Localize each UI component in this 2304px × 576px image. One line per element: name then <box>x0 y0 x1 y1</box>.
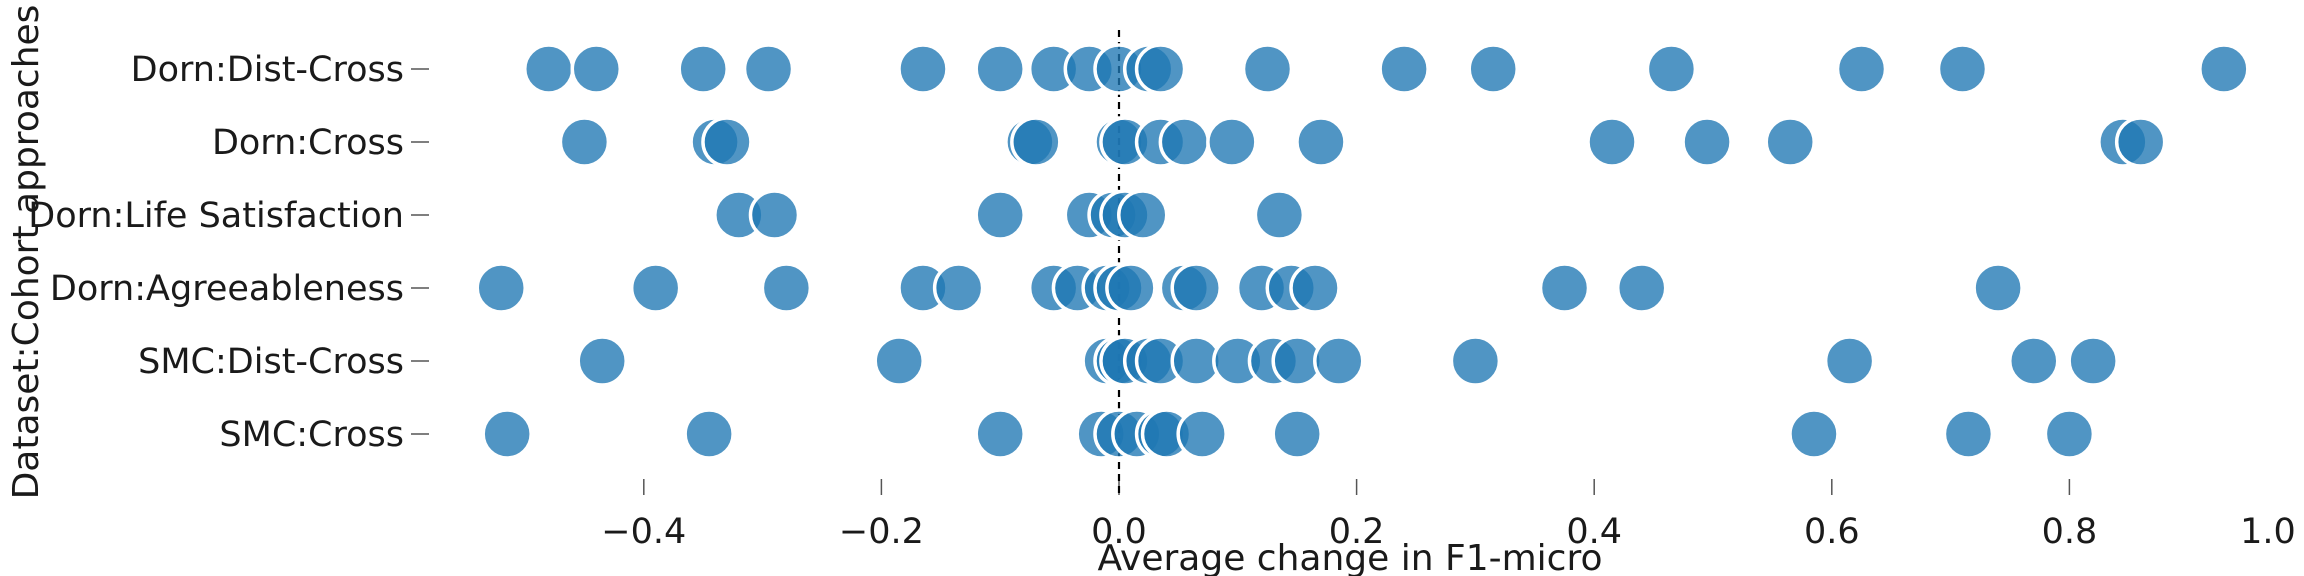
x-tick-label: −0.4 <box>601 512 686 552</box>
data-point <box>1823 335 1876 387</box>
x-tick-label: 0.0 <box>1091 512 1147 552</box>
data-point <box>1206 116 1258 168</box>
data-point <box>1764 116 1816 168</box>
data-point <box>897 43 949 95</box>
data-point <box>873 335 925 387</box>
data-point <box>1295 116 1347 168</box>
data-point <box>748 189 801 241</box>
data-point <box>1972 262 2024 314</box>
data-point <box>1449 335 1502 387</box>
data-point <box>1010 116 1062 168</box>
data-point <box>481 408 533 460</box>
data-point <box>1134 43 1187 95</box>
data-point <box>1253 189 1306 241</box>
data-point <box>1788 408 1840 460</box>
data-point <box>1942 408 1995 460</box>
x-tick-label: 0.8 <box>2042 512 2098 552</box>
data-point <box>1586 116 1638 168</box>
data-point <box>683 408 735 460</box>
data-point <box>475 262 527 314</box>
x-tick-label: 1.0 <box>2240 512 2296 552</box>
data-points <box>475 43 2250 460</box>
data-point <box>760 262 813 314</box>
data-point <box>558 116 611 168</box>
y-axis-title: Dataset:Cohort approaches <box>6 5 47 500</box>
data-point <box>1289 262 1341 314</box>
data-point <box>1835 43 1888 95</box>
x-axis-title: Average change in F1-micro <box>1098 538 1603 576</box>
data-point <box>1271 408 1323 460</box>
data-point <box>2198 43 2250 95</box>
data-point <box>677 43 729 95</box>
data-point <box>932 262 985 314</box>
data-point <box>523 43 575 95</box>
data-point <box>1176 408 1228 460</box>
data-point <box>1158 116 1211 168</box>
x-tick-label: 0.2 <box>1329 512 1385 552</box>
data-point <box>2008 335 2060 387</box>
data-point <box>974 43 1026 95</box>
data-point <box>1615 262 1668 314</box>
data-point <box>576 335 628 387</box>
category-label: SMC:Cross <box>219 415 404 455</box>
data-point <box>2067 335 2119 387</box>
data-point <box>1936 43 1989 95</box>
x-tick-label: 0.4 <box>1566 512 1622 552</box>
data-point <box>1117 189 1169 241</box>
data-point <box>1313 335 1365 387</box>
data-point <box>1241 43 1294 95</box>
data-point <box>974 189 1026 241</box>
x-axis-ticks: −0.4 −0.2 0.0 0.2 0.4 0.6 0.8 1.0 <box>601 479 2296 552</box>
data-point <box>570 43 623 95</box>
x-tick-label: 0.6 <box>1804 512 1860 552</box>
data-point <box>1170 262 1222 314</box>
data-point <box>742 43 795 95</box>
data-point <box>1681 116 1733 168</box>
category-label: SMC:Dist-Cross <box>138 342 404 382</box>
data-point <box>2043 408 2096 460</box>
category-label: Dorn:Cross <box>212 123 404 163</box>
category-label: Dorn:Life Satisfaction <box>28 196 404 236</box>
x-tick-label: −0.2 <box>839 512 924 552</box>
data-point <box>974 408 1026 460</box>
data-point <box>1645 43 1698 95</box>
data-point <box>2114 116 2167 168</box>
data-point <box>701 116 753 168</box>
category-label: Dorn:Agreeableness <box>50 269 404 309</box>
category-label: Dorn:Dist-Cross <box>131 50 404 90</box>
data-point <box>1538 262 1591 314</box>
data-point <box>1105 262 1157 314</box>
data-point <box>1378 43 1430 95</box>
category-labels: Dorn:Dist-Cross Dorn:Cross Dorn:Life Satis… <box>28 50 429 455</box>
data-point <box>629 262 682 314</box>
data-point <box>1467 43 1519 95</box>
